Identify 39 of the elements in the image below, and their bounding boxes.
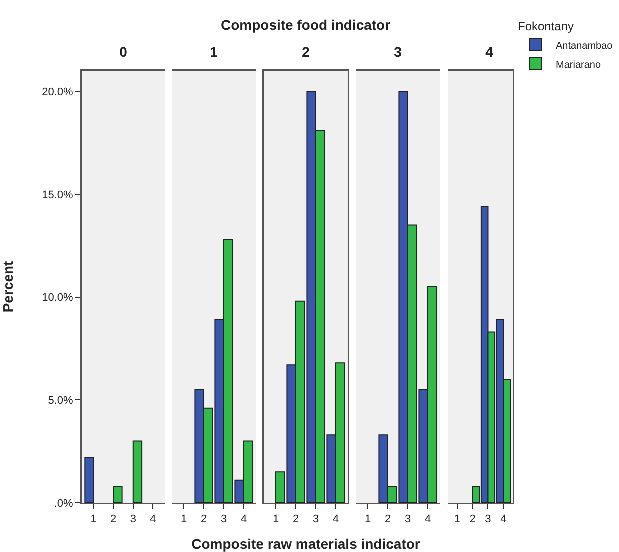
text: Composite food indicator [221,17,392,33]
x-tick-label: 3 [312,514,320,526]
x-tick-label: 1 [454,514,460,526]
x-tick-label: 2 [200,514,208,526]
x-tick-label: 4 [500,514,507,526]
chart-title: 1 [210,44,218,60]
x-tick-label: 4 [150,514,156,526]
y-tick-label: .0% [54,498,74,510]
x-tick-label: 4 [240,514,248,526]
x-tick-label: 2 [110,514,117,526]
x-tick-label: 1 [180,514,188,526]
x-tick-label: 2 [384,514,392,526]
y-tick-label: 5.0% [48,394,74,407]
x-tick-label: 3 [404,514,412,526]
x-tick-label: 2 [292,514,300,526]
x-tick-label: 3 [485,514,492,526]
legend-label: Antanambao [556,40,614,52]
chart-title: 2 [302,44,310,60]
x-axis-title: Composite raw materials indicator [192,536,421,552]
bar [113,486,123,503]
x-tick-label: 2 [470,514,476,526]
x-tick-label: 1 [272,514,280,526]
y-axis-title: Percent [0,260,16,313]
x-tick-label: 3 [130,514,136,526]
y-tick-label: 20.0% [42,86,74,98]
x-tick-label: 4 [424,514,432,526]
y-tick-label: 15.0% [42,189,74,202]
chart-title: 0 [120,44,128,60]
chart-title: 3 [394,44,402,60]
x-tick-label: 4 [332,514,340,526]
y-tick-label: 10.0% [42,292,74,304]
x-tick-label: 1 [364,514,372,526]
chart-title: 4 [486,44,494,60]
bar [84,457,94,503]
bar [132,440,143,503]
legend-title: Fokontany [518,19,574,34]
x-tick-label: 1 [90,514,97,526]
x-tick-label: 3 [220,514,228,526]
legend-label: Mariarano [556,60,602,71]
